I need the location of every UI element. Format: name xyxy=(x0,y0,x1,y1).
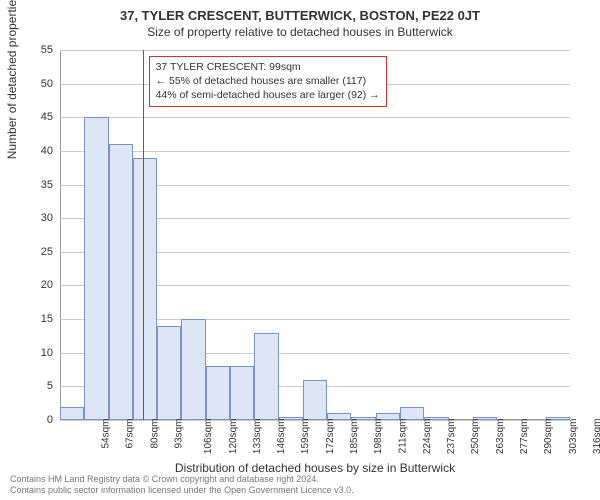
plot-region: 051015202530354045505554sqm67sqm80sqm93s… xyxy=(60,50,570,420)
y-tick-label: 5 xyxy=(23,380,53,392)
x-tick-label: 106sqm xyxy=(203,419,214,455)
x-tick-label: 185sqm xyxy=(349,419,360,455)
histogram-bar xyxy=(157,326,181,420)
footer-line-1: Contains HM Land Registry data © Crown c… xyxy=(10,474,354,486)
histogram-bar xyxy=(230,366,254,420)
x-tick-label: 93sqm xyxy=(174,419,185,449)
grid-line xyxy=(60,50,570,51)
x-tick-label: 250sqm xyxy=(471,419,482,455)
x-tick-label: 146sqm xyxy=(276,419,287,455)
x-tick-label: 303sqm xyxy=(568,419,579,455)
x-tick-label: 237sqm xyxy=(446,419,457,455)
x-tick-label: 120sqm xyxy=(228,419,239,455)
histogram-bar xyxy=(206,366,230,420)
y-tick-label: 15 xyxy=(23,313,53,325)
x-tick-label: 172sqm xyxy=(325,419,336,455)
x-tick-label: 198sqm xyxy=(373,419,384,455)
x-tick-label: 80sqm xyxy=(149,419,160,449)
histogram-bar xyxy=(109,144,133,420)
x-tick-label: 211sqm xyxy=(397,419,408,454)
x-tick-label: 159sqm xyxy=(301,419,312,455)
histogram-bar xyxy=(84,117,108,420)
footer-line-2: Contains public sector information licen… xyxy=(10,485,354,497)
x-tick-label: 277sqm xyxy=(519,419,530,455)
y-axis-label: Number of detached properties xyxy=(5,0,19,159)
histogram-bar xyxy=(303,380,327,420)
chart-container: 37, TYLER CRESCENT, BUTTERWICK, BOSTON, … xyxy=(0,0,600,500)
x-tick-label: 67sqm xyxy=(125,419,136,449)
y-tick-label: 45 xyxy=(23,111,53,123)
y-tick-label: 30 xyxy=(23,212,53,224)
grid-line xyxy=(60,420,570,421)
x-tick-label: 54sqm xyxy=(101,419,112,449)
x-tick-label: 133sqm xyxy=(252,419,263,455)
y-tick-label: 50 xyxy=(23,78,53,90)
reference-line xyxy=(143,50,144,420)
x-tick-label: 263sqm xyxy=(495,419,506,455)
y-axis-line xyxy=(60,50,61,420)
chart-plot-area: 051015202530354045505554sqm67sqm80sqm93s… xyxy=(60,50,570,420)
histogram-bar xyxy=(133,158,157,420)
histogram-bar xyxy=(181,319,205,420)
annotation-line: 44% of semi-detached houses are larger (… xyxy=(156,88,380,102)
y-tick-label: 0 xyxy=(23,414,53,426)
annotation-line: 37 TYLER CRESCENT: 99sqm xyxy=(156,60,380,74)
grid-line xyxy=(60,117,570,118)
x-tick-label: 290sqm xyxy=(543,419,554,455)
annotation-line: ← 55% of detached houses are smaller (11… xyxy=(156,74,380,88)
chart-subtitle: Size of property relative to detached ho… xyxy=(0,23,600,39)
x-tick-label: 316sqm xyxy=(592,419,600,455)
histogram-bar xyxy=(60,407,84,420)
chart-title: 37, TYLER CRESCENT, BUTTERWICK, BOSTON, … xyxy=(0,0,600,23)
grid-line xyxy=(60,151,570,152)
y-tick-label: 20 xyxy=(23,279,53,291)
histogram-bar xyxy=(254,333,278,420)
footer-attribution: Contains HM Land Registry data © Crown c… xyxy=(10,474,354,497)
x-tick-label: 224sqm xyxy=(422,419,433,455)
y-tick-label: 35 xyxy=(23,179,53,191)
y-tick-label: 40 xyxy=(23,145,53,157)
y-tick-label: 10 xyxy=(23,347,53,359)
y-tick-label: 55 xyxy=(23,44,53,56)
y-tick-label: 25 xyxy=(23,246,53,258)
annotation-box: 37 TYLER CRESCENT: 99sqm← 55% of detache… xyxy=(149,56,387,107)
